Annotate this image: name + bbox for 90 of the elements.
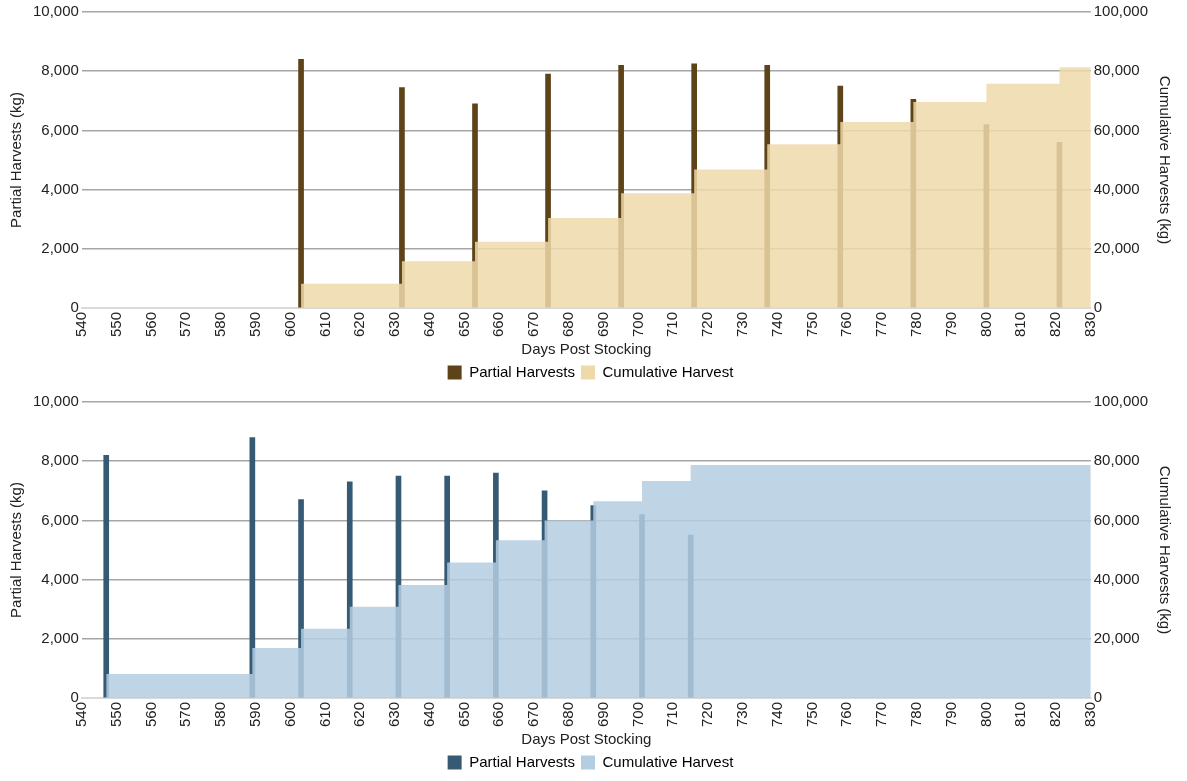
x-tick-label: 560: [141, 311, 159, 337]
x-tick-label: 660: [489, 311, 507, 337]
x-tick-label: 810: [1011, 311, 1029, 337]
x-tick-label: 550: [106, 311, 124, 337]
x-tick-label: 600: [280, 311, 298, 337]
x-tick-label: 690: [593, 701, 611, 727]
x-tick-label: 800: [976, 701, 994, 727]
x-tick-label: 820: [1046, 311, 1064, 337]
y2-tick-label: 40,000: [1093, 179, 1140, 197]
x-tick-label: 630: [385, 701, 403, 727]
x-tick-label: 590: [245, 701, 263, 727]
x-tick-label: 670: [524, 311, 542, 337]
x-tick-label: 560: [141, 701, 159, 727]
y2-axis-title: Cumulative Harvests (kg): [1156, 75, 1174, 245]
x-tick-label: 790: [941, 311, 959, 337]
x-tick-label: 620: [350, 701, 368, 727]
x-tick-label: 540: [72, 701, 90, 727]
x-tick-label: 770: [872, 701, 890, 727]
x-tick-label: 590: [245, 311, 263, 337]
x-tick-label: 640: [419, 311, 437, 337]
y-tick-label: 6,000: [41, 510, 79, 528]
y-tick-label: 4,000: [41, 569, 79, 587]
y-tick-label: 2,000: [41, 238, 79, 256]
y2-tick-label: 20,000: [1093, 628, 1140, 646]
y2-tick-label: 100,000: [1093, 2, 1149, 20]
y2-tick-label: 40,000: [1093, 569, 1140, 587]
y-tick-label: 6,000: [41, 120, 79, 138]
x-tick-label: 620: [350, 311, 368, 337]
x-tick-label: 610: [315, 701, 333, 727]
x-tick-label: 680: [559, 311, 577, 337]
x-tick-label: 630: [385, 311, 403, 337]
y2-axis-title: Cumulative Harvests (kg): [1156, 465, 1174, 635]
x-tick-label: 690: [593, 311, 611, 337]
x-axis-title: Days Post Stocking: [521, 340, 652, 358]
x-axis-title: Days Post Stocking: [521, 730, 652, 748]
x-tick-label: 650: [454, 311, 472, 337]
x-tick-label: 610: [315, 311, 333, 337]
x-tick-label: 550: [106, 701, 124, 727]
x-tick-label: 740: [767, 701, 785, 727]
y2-tick-label: 80,000: [1093, 451, 1140, 469]
x-tick-label: 710: [663, 701, 681, 727]
x-tick-label: 700: [628, 701, 646, 727]
y-tick-label: 4,000: [41, 179, 79, 197]
x-tick-label: 770: [872, 311, 890, 337]
y-axis-title: Partial Harvests (kg): [7, 92, 25, 228]
x-tick-label: 790: [941, 701, 959, 727]
y2-tick-label: 100,000: [1093, 392, 1149, 410]
x-tick-label: 640: [419, 701, 437, 727]
y-tick-label: 8,000: [41, 61, 79, 79]
y-tick-label: 8,000: [41, 451, 79, 469]
legend-label: Partial Harvests: [469, 752, 575, 770]
y-tick-label: 2,000: [41, 628, 79, 646]
y2-tick-label: 60,000: [1093, 120, 1140, 138]
x-tick-label: 830: [1080, 311, 1098, 337]
x-tick-label: 720: [698, 701, 716, 727]
legend-label: Partial Harvests: [469, 362, 575, 380]
x-tick-label: 720: [698, 311, 716, 337]
y2-tick-label: 20,000: [1093, 238, 1140, 256]
y-axis-title: Partial Harvests (kg): [7, 482, 25, 618]
x-tick-label: 760: [837, 701, 855, 727]
x-tick-label: 730: [733, 701, 751, 727]
x-tick-label: 580: [211, 701, 229, 727]
x-tick-label: 570: [176, 701, 194, 727]
y-tick-label: 10,000: [32, 2, 79, 20]
y2-tick-label: 80,000: [1093, 61, 1140, 79]
x-tick-label: 570: [176, 311, 194, 337]
x-tick-label: 740: [767, 311, 785, 337]
x-tick-label: 680: [559, 701, 577, 727]
x-tick-label: 540: [72, 311, 90, 337]
x-tick-label: 580: [211, 311, 229, 337]
x-tick-label: 780: [906, 701, 924, 727]
legend-label: Cumulative Harvest: [602, 752, 735, 770]
x-tick-label: 710: [663, 311, 681, 337]
x-tick-label: 750: [802, 311, 820, 337]
x-tick-label: 800: [976, 311, 994, 337]
x-tick-label: 750: [802, 701, 820, 727]
x-tick-label: 700: [628, 311, 646, 337]
x-tick-label: 730: [733, 311, 751, 337]
x-tick-label: 810: [1011, 701, 1029, 727]
x-tick-label: 760: [837, 311, 855, 337]
x-tick-label: 660: [489, 701, 507, 727]
x-tick-label: 780: [906, 311, 924, 337]
x-tick-label: 830: [1080, 701, 1098, 727]
x-tick-label: 820: [1046, 701, 1064, 727]
y-tick-label: 10,000: [32, 392, 79, 410]
x-tick-label: 650: [454, 701, 472, 727]
x-tick-label: 600: [280, 701, 298, 727]
x-tick-label: 670: [524, 701, 542, 727]
legend-label: Cumulative Harvest: [602, 362, 735, 380]
y2-tick-label: 60,000: [1093, 510, 1140, 528]
